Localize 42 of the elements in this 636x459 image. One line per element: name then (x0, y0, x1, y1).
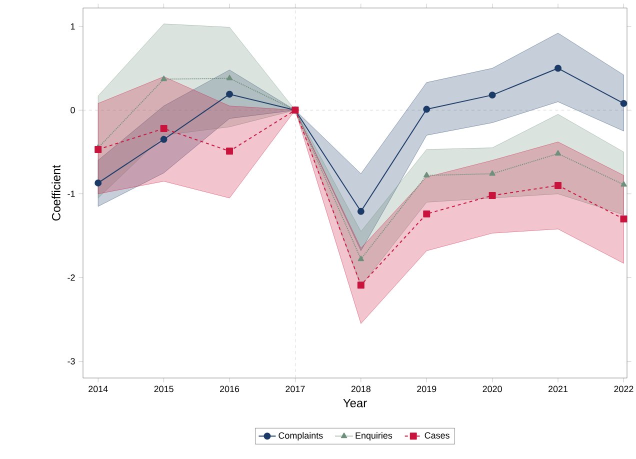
point (358, 256, 364, 262)
point (424, 172, 430, 178)
x-tick-label: 2016 (220, 386, 240, 392)
x-axis-title: Year (343, 398, 367, 408)
point (357, 208, 364, 215)
point (554, 150, 562, 156)
point (94, 146, 102, 153)
x-tick-label: 2015 (154, 386, 174, 392)
x-tick-label: 2014 (88, 386, 108, 392)
point (488, 192, 496, 199)
point (94, 179, 102, 186)
y-tick-label: -1 (68, 190, 75, 197)
point (423, 210, 430, 218)
point (160, 76, 167, 82)
x-tick-label: 2021 (548, 386, 568, 392)
y-tick-label: 1 (70, 23, 75, 30)
point (554, 64, 562, 72)
x-tick-label: 2019 (417, 386, 436, 392)
y-tick-label: -3 (68, 358, 75, 364)
point (620, 181, 627, 187)
y-tick-label: 0 (70, 106, 75, 114)
legend-label: Complaints (278, 432, 323, 440)
point (357, 282, 364, 289)
point (226, 74, 233, 80)
point (160, 136, 168, 143)
point (226, 148, 234, 155)
point (226, 90, 234, 98)
x-tick-label: 2022 (614, 386, 634, 392)
point (488, 92, 496, 99)
legend-label: Cases (424, 432, 450, 439)
legend-label: Enquiries (356, 432, 392, 440)
point (620, 100, 628, 107)
x-tick-label: 2017 (286, 386, 305, 392)
point (160, 125, 168, 132)
y-tick-label: -2 (68, 274, 75, 281)
x-tick-label: 2018 (351, 386, 370, 392)
y-axis-title: Coefficient (52, 164, 60, 221)
point (554, 182, 562, 189)
point (620, 215, 628, 222)
point (489, 170, 496, 176)
x-tick-label: 2020 (482, 386, 502, 392)
point (423, 106, 430, 113)
